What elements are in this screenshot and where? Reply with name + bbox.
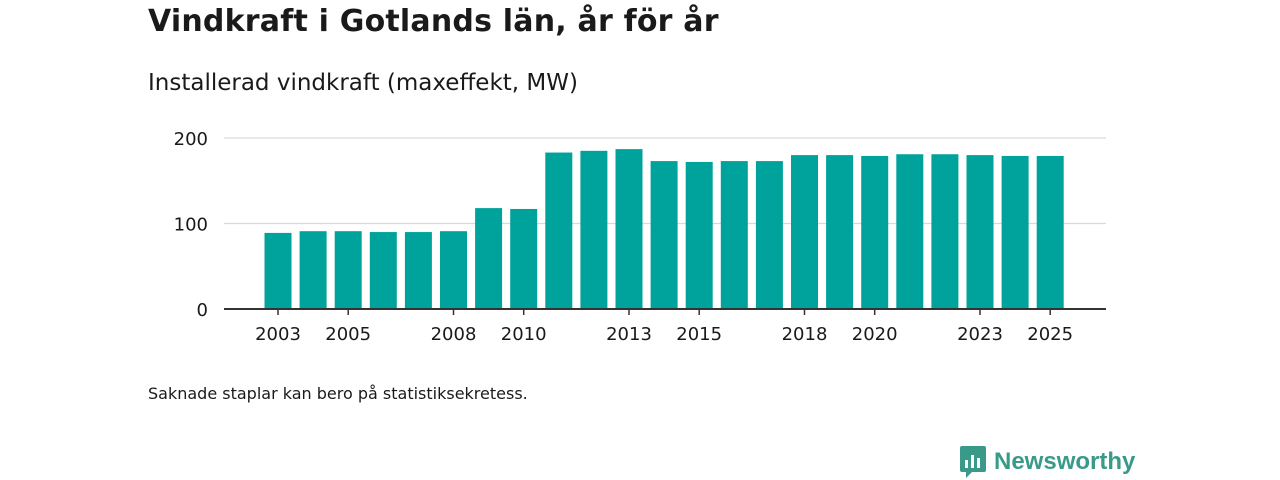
bar-2018[interactable] — [791, 155, 818, 309]
bar-2003[interactable] — [264, 232, 292, 309]
bar-2006[interactable] — [369, 232, 397, 309]
bar-2004[interactable] — [299, 231, 327, 309]
x-tick-label: 2005 — [325, 324, 371, 345]
bar-2010[interactable] — [510, 208, 538, 309]
chart-subtitle: Installerad vindkraft (maxeffekt, MW) — [148, 70, 578, 96]
footnote: Saknade staplar kan bero på statistiksek… — [148, 384, 528, 403]
y-tick-label: 200 — [174, 129, 208, 150]
bar-2023[interactable] — [966, 155, 994, 309]
bar-2022[interactable] — [931, 154, 959, 309]
y-tick-label: 0 — [197, 300, 208, 321]
x-tick-label: 2023 — [957, 324, 1003, 345]
x-tick-label: 2008 — [431, 324, 477, 345]
newsworthy-icon — [960, 446, 986, 478]
bar-2011[interactable] — [545, 152, 573, 309]
bar-2016[interactable] — [720, 161, 748, 309]
x-tick-label: 2018 — [782, 324, 828, 345]
chart-title: Vindkraft i Gotlands län, år för år — [148, 4, 719, 39]
bar-2020[interactable] — [861, 155, 889, 309]
x-tick-label: 2013 — [606, 324, 652, 345]
bar-2021[interactable] — [896, 154, 924, 309]
x-tick-label: 2010 — [501, 324, 547, 345]
bar-2009[interactable] — [475, 208, 503, 309]
bar-2007[interactable] — [404, 232, 432, 309]
axis-layer: 0 100 200 2003 2005 2008 2010 2013 2015 2018 2020 2… — [174, 129, 1106, 345]
bar-2014[interactable] — [650, 161, 678, 309]
bar-2005[interactable] — [334, 231, 362, 309]
x-tick-label: 2015 — [676, 324, 722, 345]
bar-2012[interactable] — [580, 150, 608, 309]
bar-layer — [264, 149, 1064, 309]
brand-logo[interactable]: Newsworthy — [960, 446, 1135, 478]
bar-2008[interactable] — [440, 231, 467, 309]
bar-2013[interactable] — [615, 149, 643, 309]
brand-name: Newsworthy — [994, 448, 1136, 475]
bar-2025[interactable] — [1036, 155, 1064, 309]
bar-2017[interactable] — [755, 161, 783, 309]
x-tick-label: 2020 — [852, 324, 898, 345]
bar-2019[interactable] — [826, 155, 854, 309]
bar-2015[interactable] — [685, 161, 713, 309]
x-tick-label: 2003 — [255, 324, 301, 345]
x-tick-label: 2025 — [1027, 324, 1073, 345]
y-tick-label: 100 — [174, 215, 208, 236]
bar-2024[interactable] — [1001, 155, 1029, 309]
